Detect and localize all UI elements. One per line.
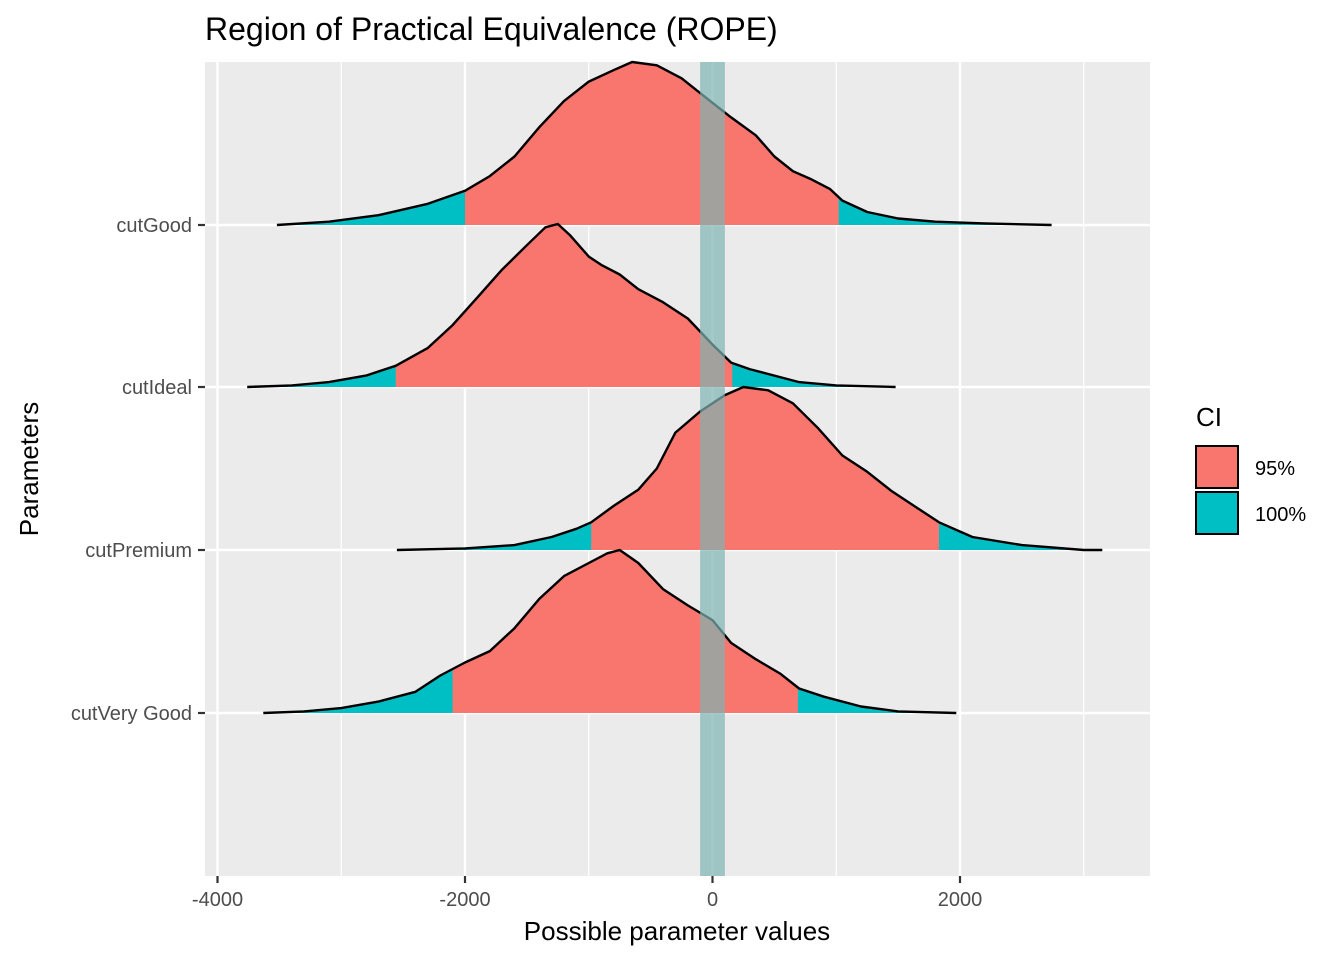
legend-key-95 <box>1195 445 1239 489</box>
density-outline <box>276 60 1052 227</box>
y-tick-label: cutIdeal <box>122 377 192 399</box>
legend: CI 95% 100% <box>1195 402 1306 535</box>
ridge-cutideal <box>247 222 896 389</box>
legend-label-100: 100% <box>1255 504 1306 526</box>
density-outline <box>263 548 957 715</box>
y-tick-label: cutGood <box>116 215 192 237</box>
legend-label-95: 95% <box>1255 458 1295 480</box>
ridge-cutpremium <box>396 385 1103 552</box>
x-tick-label: -2000 <box>439 889 490 911</box>
y-axis-title: Parameters <box>14 402 44 536</box>
ci-95-area <box>465 62 839 225</box>
y-tick-label: cutVery Good <box>71 703 192 725</box>
density-outline <box>396 385 1103 552</box>
legend-title: CI <box>1196 402 1222 432</box>
ridge-cutgood <box>276 60 1052 227</box>
x-tick-label: -4000 <box>192 889 243 911</box>
y-tick-label: cutPremium <box>85 540 192 562</box>
ci-95-area <box>395 224 733 387</box>
ci-95-area <box>591 387 939 550</box>
x-tick-label: 0 <box>707 889 718 911</box>
legend-key-100 <box>1195 491 1239 535</box>
rope-band <box>700 62 725 876</box>
density-outline <box>247 222 896 389</box>
x-axis-title: Possible parameter values <box>524 916 830 946</box>
chart-title: Region of Practical Equivalence (ROPE) <box>205 11 778 47</box>
x-tick-label: 2000 <box>938 889 983 911</box>
axes: -4000 -2000 0 2000 cutGood cutIdeal cutPremium… <box>71 215 982 911</box>
